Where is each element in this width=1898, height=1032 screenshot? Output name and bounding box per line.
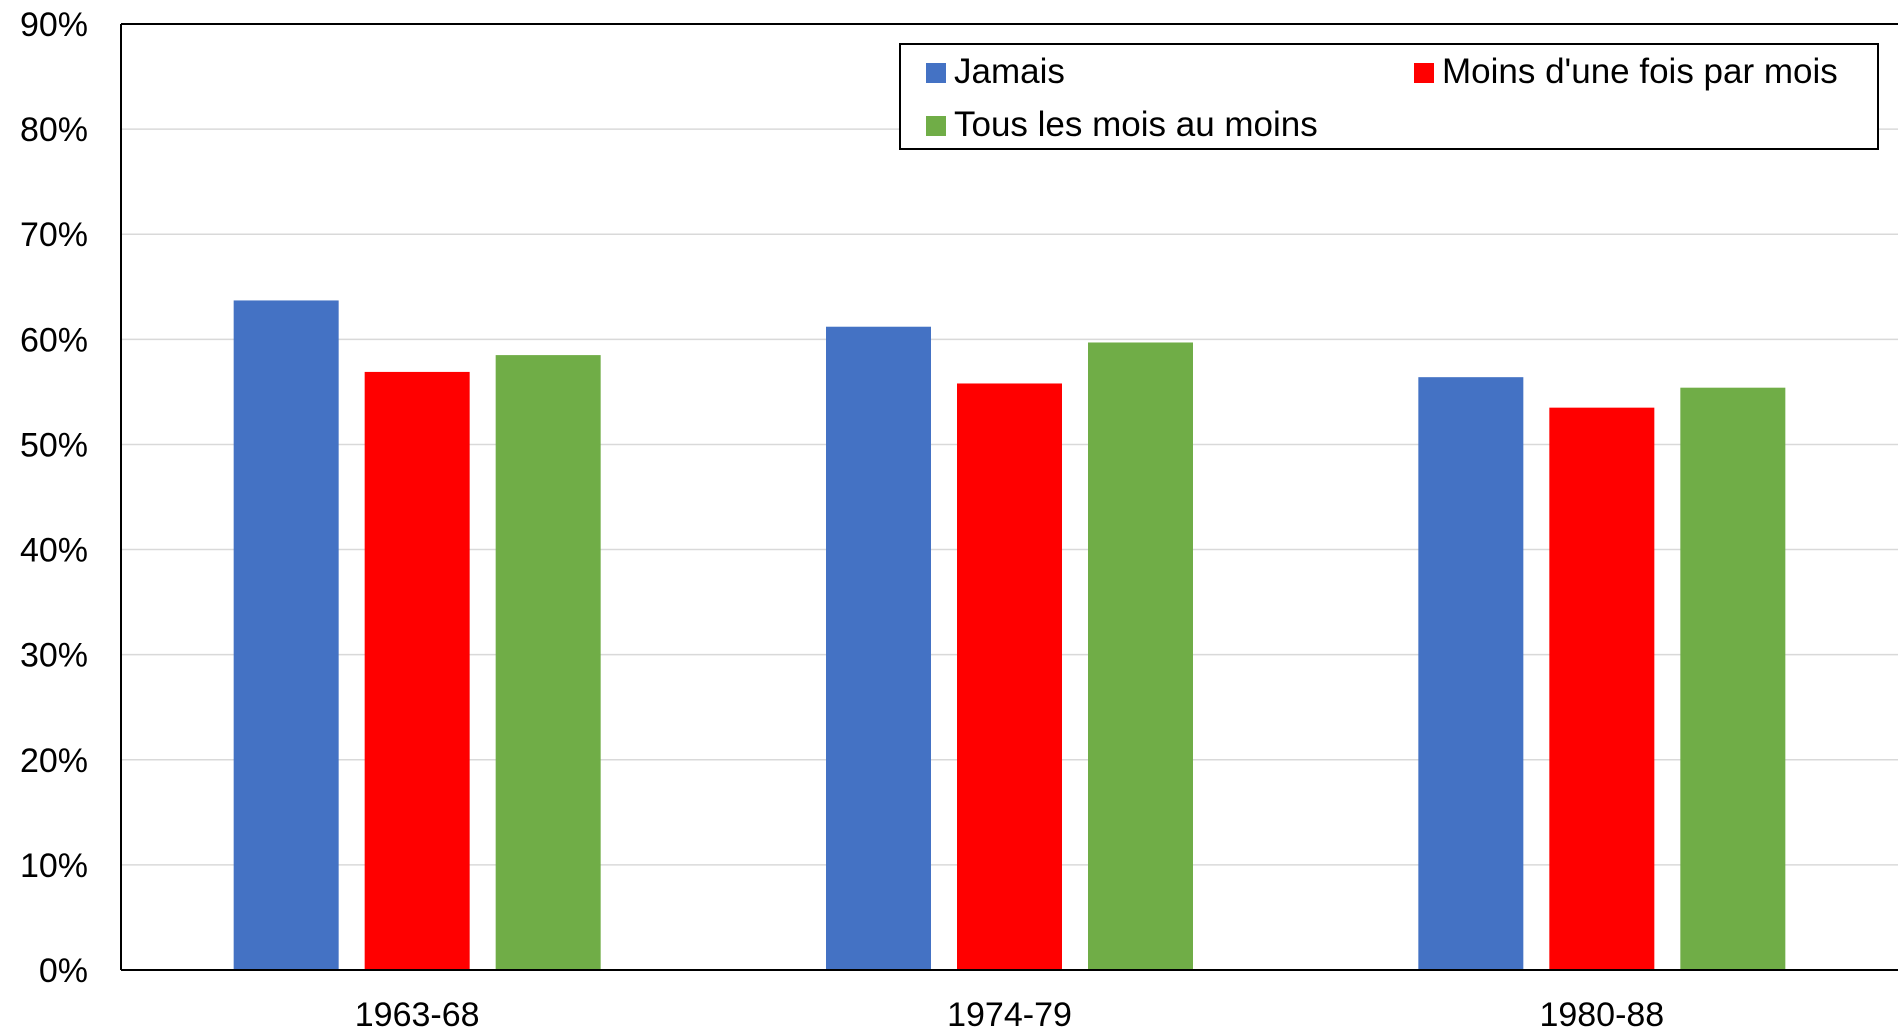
y-tick-label: 20% [20, 742, 88, 780]
x-tick-label: 1963-68 [355, 996, 480, 1032]
y-tick-label: 30% [20, 637, 88, 675]
legend-box [899, 43, 1879, 150]
y-tick-label: 90% [20, 6, 88, 44]
legend: Jamais Moins d'une fois par mois Tous les … [899, 43, 1879, 150]
y-tick-label: 60% [20, 321, 88, 359]
x-axis-ticks: 1963-68 1974-79 1980-88 [355, 996, 1664, 1032]
legend-label: Moins d'une fois par mois [1442, 52, 1838, 91]
axes [120, 23, 1898, 971]
bar [1680, 387, 1786, 970]
bars [233, 300, 1786, 971]
bar [1418, 377, 1524, 970]
bar [364, 371, 470, 970]
y-tick-label: 0% [39, 952, 88, 990]
legend-swatch [1414, 63, 1434, 83]
bar [826, 326, 931, 971]
y-tick-label: 50% [20, 426, 88, 464]
bar [233, 300, 339, 970]
x-tick-label: 1980-88 [1539, 996, 1664, 1032]
legend-label: Tous les mois au moins [954, 105, 1318, 144]
legend-swatch [926, 63, 946, 83]
y-tick-label: 80% [20, 111, 88, 149]
legend-swatch [926, 116, 946, 136]
bar [495, 355, 601, 971]
bar [1088, 342, 1193, 970]
y-tick-label: 70% [20, 216, 88, 254]
bar [957, 383, 1062, 971]
y-axis-ticks: 0% 10% 20% 30% 40% 50% 60% 70% 80% 90% [20, 6, 88, 990]
bar [1549, 407, 1655, 971]
x-tick-label: 1974-79 [947, 996, 1072, 1032]
legend-label: Jamais [954, 52, 1065, 91]
y-tick-label: 10% [20, 847, 88, 885]
y-tick-label: 40% [20, 532, 88, 570]
